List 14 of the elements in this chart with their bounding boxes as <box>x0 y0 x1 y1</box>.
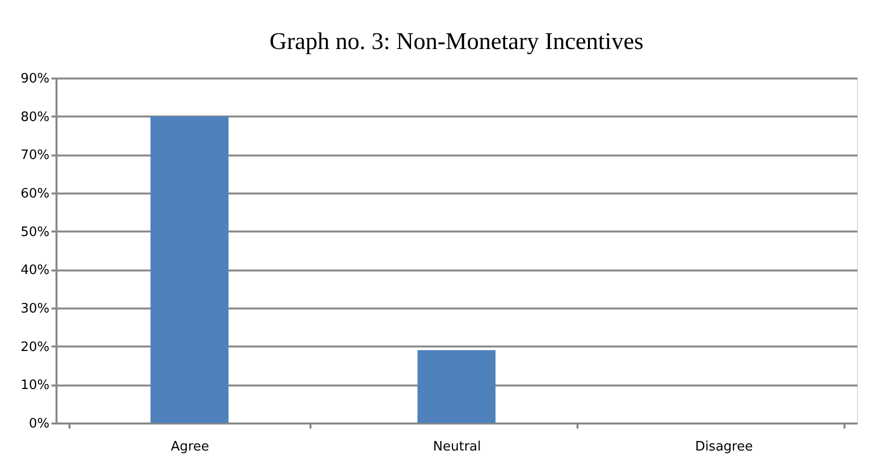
y-tick-label: 90% <box>20 72 50 86</box>
y-tick-label: 50% <box>20 224 50 240</box>
y-tick-label: 0% <box>28 416 50 432</box>
x-tick-label: Agree <box>170 440 210 454</box>
y-tick-label: 70% <box>20 148 50 164</box>
y-tick-label: 10% <box>20 378 50 394</box>
y-tick-label: 20% <box>20 340 50 355</box>
chart-title: Graph no. 3: Non-Monetary Incentives <box>270 29 644 55</box>
y-tick-label: 40% <box>20 263 50 278</box>
y-tick-label: 30% <box>20 302 50 316</box>
y-tick-label: 60% <box>20 186 50 202</box>
x-tick-label: Disagree <box>695 440 753 454</box>
y-tick-label: 80% <box>20 110 50 125</box>
x-tick-label: Neutral <box>433 440 481 454</box>
